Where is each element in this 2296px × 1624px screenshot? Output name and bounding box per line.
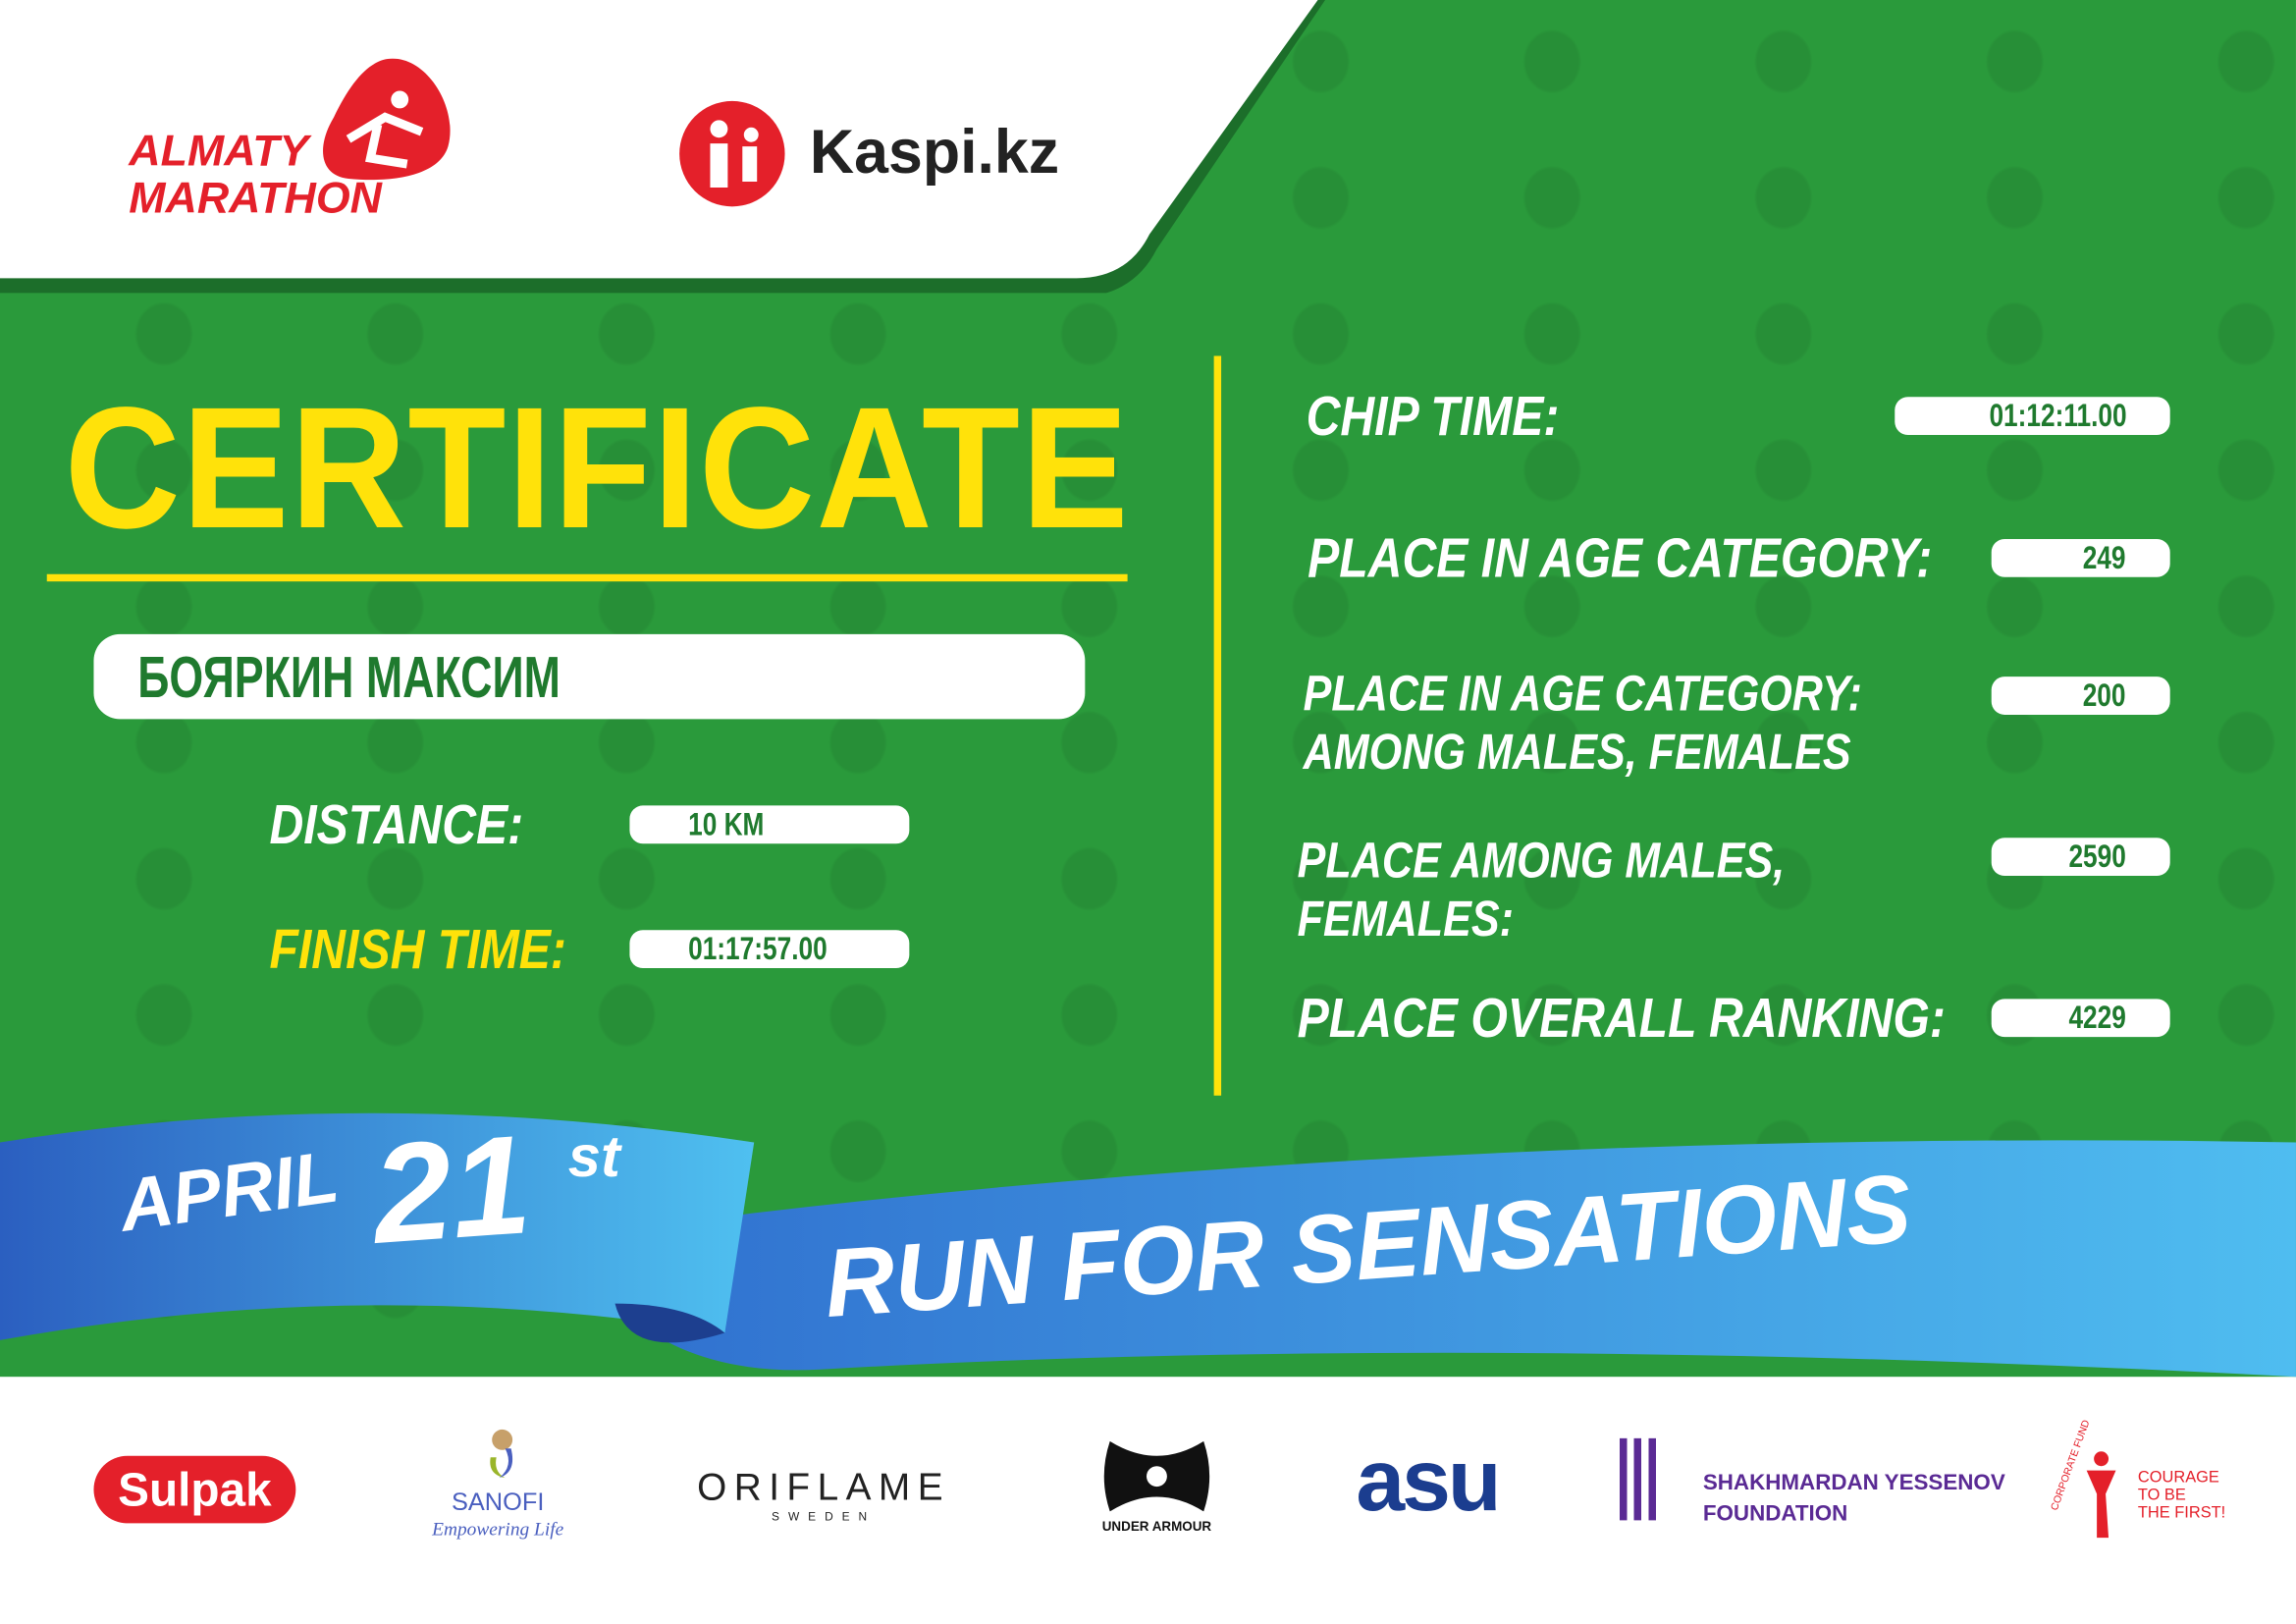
sanofi-wordmark: SANOFI xyxy=(451,1488,545,1516)
sanofi-tagline: Empowering Life xyxy=(432,1517,564,1540)
overall-ranking-value: 4229 xyxy=(1991,999,2170,1038)
participant-name: БОЯРКИН МАКСИМ xyxy=(137,645,561,711)
kaspi-icon xyxy=(679,100,785,207)
sanofi-icon xyxy=(490,1429,513,1479)
oriflame-logo: ORIFLAME SWEDEN xyxy=(688,1465,959,1524)
fund-figure-icon xyxy=(2086,1451,2116,1539)
age-category-value: 249 xyxy=(1991,538,2170,577)
yessenov-icon xyxy=(1619,1437,1661,1521)
distance-value: 10 KM xyxy=(629,805,910,844)
under-armour-logo: UNDER ARMOUR xyxy=(1076,1440,1237,1534)
asu-logo: asu xyxy=(1356,1431,1501,1530)
sanofi-logo: SANOFI Empowering Life xyxy=(410,1428,586,1541)
finish-time-label: FINISH TIME: xyxy=(269,919,566,982)
under-armour-wordmark: UNDER ARMOUR xyxy=(1101,1518,1212,1534)
finish-time-value: 01:17:57.00 xyxy=(629,930,910,969)
logo-line2: MARATHON xyxy=(129,174,382,223)
logo-line1: ALMATY xyxy=(129,127,309,177)
gender-place-value: 2590 xyxy=(1991,838,2170,877)
yessenov-wordmark: SHAKHMARDAN YESSENOV xyxy=(1702,1470,2005,1496)
vertical-divider xyxy=(1213,355,1222,1096)
title-underline xyxy=(46,573,1128,582)
age-category-label: PLACE IN AGE CATEGORY: xyxy=(1308,528,1933,591)
fund-text: COURAGE TO BE THE FIRST! xyxy=(2137,1469,2226,1522)
distance-label: DISTANCE: xyxy=(269,794,524,857)
name-field: БОЯРКИН МАКСИМ xyxy=(93,633,1086,720)
chip-time-label: CHIP TIME: xyxy=(1306,386,1560,449)
age-category-gender-label: PLACE IN AGE CATEGORY: AMONG MALES, FEMA… xyxy=(1303,666,1862,782)
ribbon-banner xyxy=(0,1112,2296,1378)
kaspi-wordmark: Kaspi.kz xyxy=(809,117,1060,187)
yessenov-logo: SHAKHMARDAN YESSENOV FOUNDATION xyxy=(1703,1468,2005,1530)
oriflame-sub: SWEDEN xyxy=(772,1509,877,1524)
certificate-title: CERTIFICATE xyxy=(64,371,1130,566)
gender-place-label: PLACE AMONG MALES, FEMALES: xyxy=(1297,833,1786,948)
date-suffix: st xyxy=(567,1124,620,1190)
header-panel xyxy=(0,0,1325,294)
date-day: 21 xyxy=(367,1106,535,1274)
sulpak-logo: Sulpak xyxy=(93,1455,296,1524)
chip-time-value: 01:12:11.00 xyxy=(1895,397,2170,436)
overall-ranking-label: PLACE OVERALL RANKING: xyxy=(1297,988,1946,1051)
yessenov-sub: FOUNDATION xyxy=(1702,1500,1848,1527)
under-armour-icon xyxy=(1103,1440,1210,1512)
oriflame-wordmark: ORIFLAME xyxy=(697,1464,951,1509)
age-category-gender-value: 200 xyxy=(1991,677,2170,715)
